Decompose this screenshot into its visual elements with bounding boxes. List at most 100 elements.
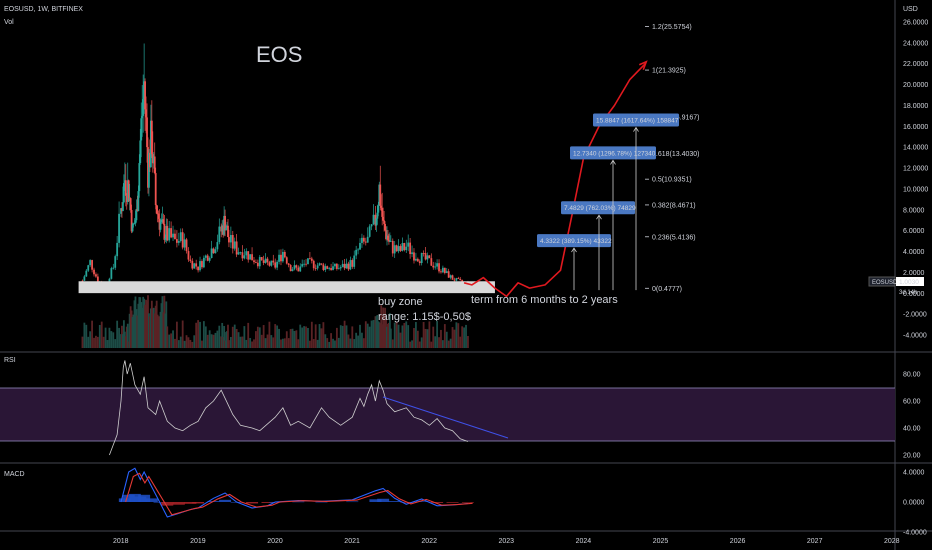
target-label: 7.4829 (762.03%) 74829 [564,205,636,212]
volume-bar [314,324,317,348]
volume-bar [459,336,462,348]
volume-bar [241,336,244,348]
candle-body [249,254,252,260]
volume-bar [308,340,311,348]
candle-body [453,279,456,281]
candle-body [372,214,375,225]
candle-body [168,228,171,241]
volume-bar [177,340,180,348]
candle-body [126,180,129,202]
candle-body [150,120,153,155]
candle-body [418,261,421,263]
candle-body [316,265,319,269]
y-tick-label: 22.0000 [903,61,928,68]
candle-body [403,243,406,251]
y-tick-label: 26.0000 [903,20,928,27]
volume-bar [318,324,321,348]
volume-bar [137,303,140,348]
volume-bar [249,337,252,348]
candle-body [289,264,292,272]
candle-body [260,257,263,261]
candle-body [430,258,433,266]
candle-body [386,235,388,240]
fib-level-label: 0.236(5.4136) [652,234,696,241]
candle-body [201,261,203,268]
candle-body [438,263,440,272]
candle-body [264,258,267,263]
candle-body [301,264,304,267]
x-tick-label: 2024 [576,538,592,545]
candle-body [401,243,404,251]
macd-histogram-bar [261,502,274,503]
volume-bar [187,337,190,348]
candle-body [378,184,381,206]
candle-body [152,156,155,164]
macd-tick-label: -4.0000 [903,530,927,537]
volume-bar [418,341,421,348]
candle-body [174,233,176,240]
candle-body [133,223,136,225]
volume-bar [202,321,205,348]
volume-bar [449,338,452,348]
candle-body [122,183,125,203]
candle-body [228,237,230,243]
candle-body [324,266,327,270]
candle-body [303,263,306,265]
volume-bar [154,305,157,348]
volume-bar [132,314,135,348]
candle-body [282,251,284,262]
candle-body [95,274,97,277]
volume-bar [310,321,313,348]
volume-bar [438,337,440,348]
candle-body [276,261,279,268]
volume-bar [343,320,346,348]
y-tick-label: -2.0000 [903,312,927,319]
volume-bar [289,329,292,348]
volume-bar [375,316,378,348]
candle-body [268,262,271,266]
volume-bar [85,324,88,348]
y-tick-label: 6.0000 [903,228,925,235]
candle-body [108,278,111,283]
buy-zone [78,281,495,294]
macd-tick-label: 0.0000 [903,500,925,507]
candle-body [159,221,162,230]
candle-body [177,240,180,243]
volume-bar [335,327,338,348]
y-tick-label: 20.0000 [903,82,928,89]
buy-zone-rect [78,281,495,294]
candle-body [142,99,145,116]
candle-body [389,240,392,242]
volume-bar [393,322,396,348]
macd-histogram-bar [138,494,151,502]
volume-bar [388,322,390,348]
volume-bar [143,298,146,348]
candle-body [305,263,307,265]
candle-body [156,213,159,215]
volume-bar [152,307,155,348]
volume-bar [345,325,348,348]
candle-body [272,260,275,263]
volume-bar [189,339,192,348]
candle-body [385,230,387,240]
volume-bar [131,316,134,348]
volume-bar [262,325,265,348]
candle-body [449,275,452,278]
candle-body [187,251,190,260]
candle-body [359,242,361,250]
volume-bar [377,321,380,348]
macd-histogram-bar [122,494,135,502]
candle-body [387,235,389,241]
rsi-trendline [382,396,509,439]
candle-body [349,260,352,270]
price-axis: 26.0000 24.0000 22.0000 20.0000 18.0000 16.00… [903,20,928,340]
candle-body [266,258,269,263]
candle-body [405,246,408,251]
candle-body [377,205,380,213]
candle-body [388,241,391,243]
macd-histogram-bar [346,501,359,503]
candle-body [112,267,115,269]
volume-bar [401,325,404,348]
volume-bar [299,324,302,348]
